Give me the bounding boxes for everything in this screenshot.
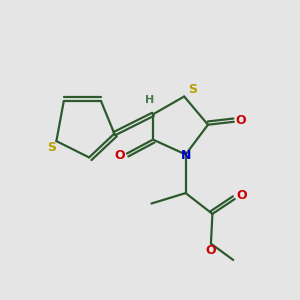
Text: S: S	[47, 141, 56, 154]
Text: H: H	[146, 95, 154, 105]
Text: S: S	[188, 83, 197, 97]
Text: O: O	[205, 244, 216, 257]
Text: O: O	[236, 114, 246, 127]
Text: O: O	[114, 148, 125, 162]
Text: O: O	[236, 189, 247, 202]
Text: N: N	[181, 148, 191, 162]
